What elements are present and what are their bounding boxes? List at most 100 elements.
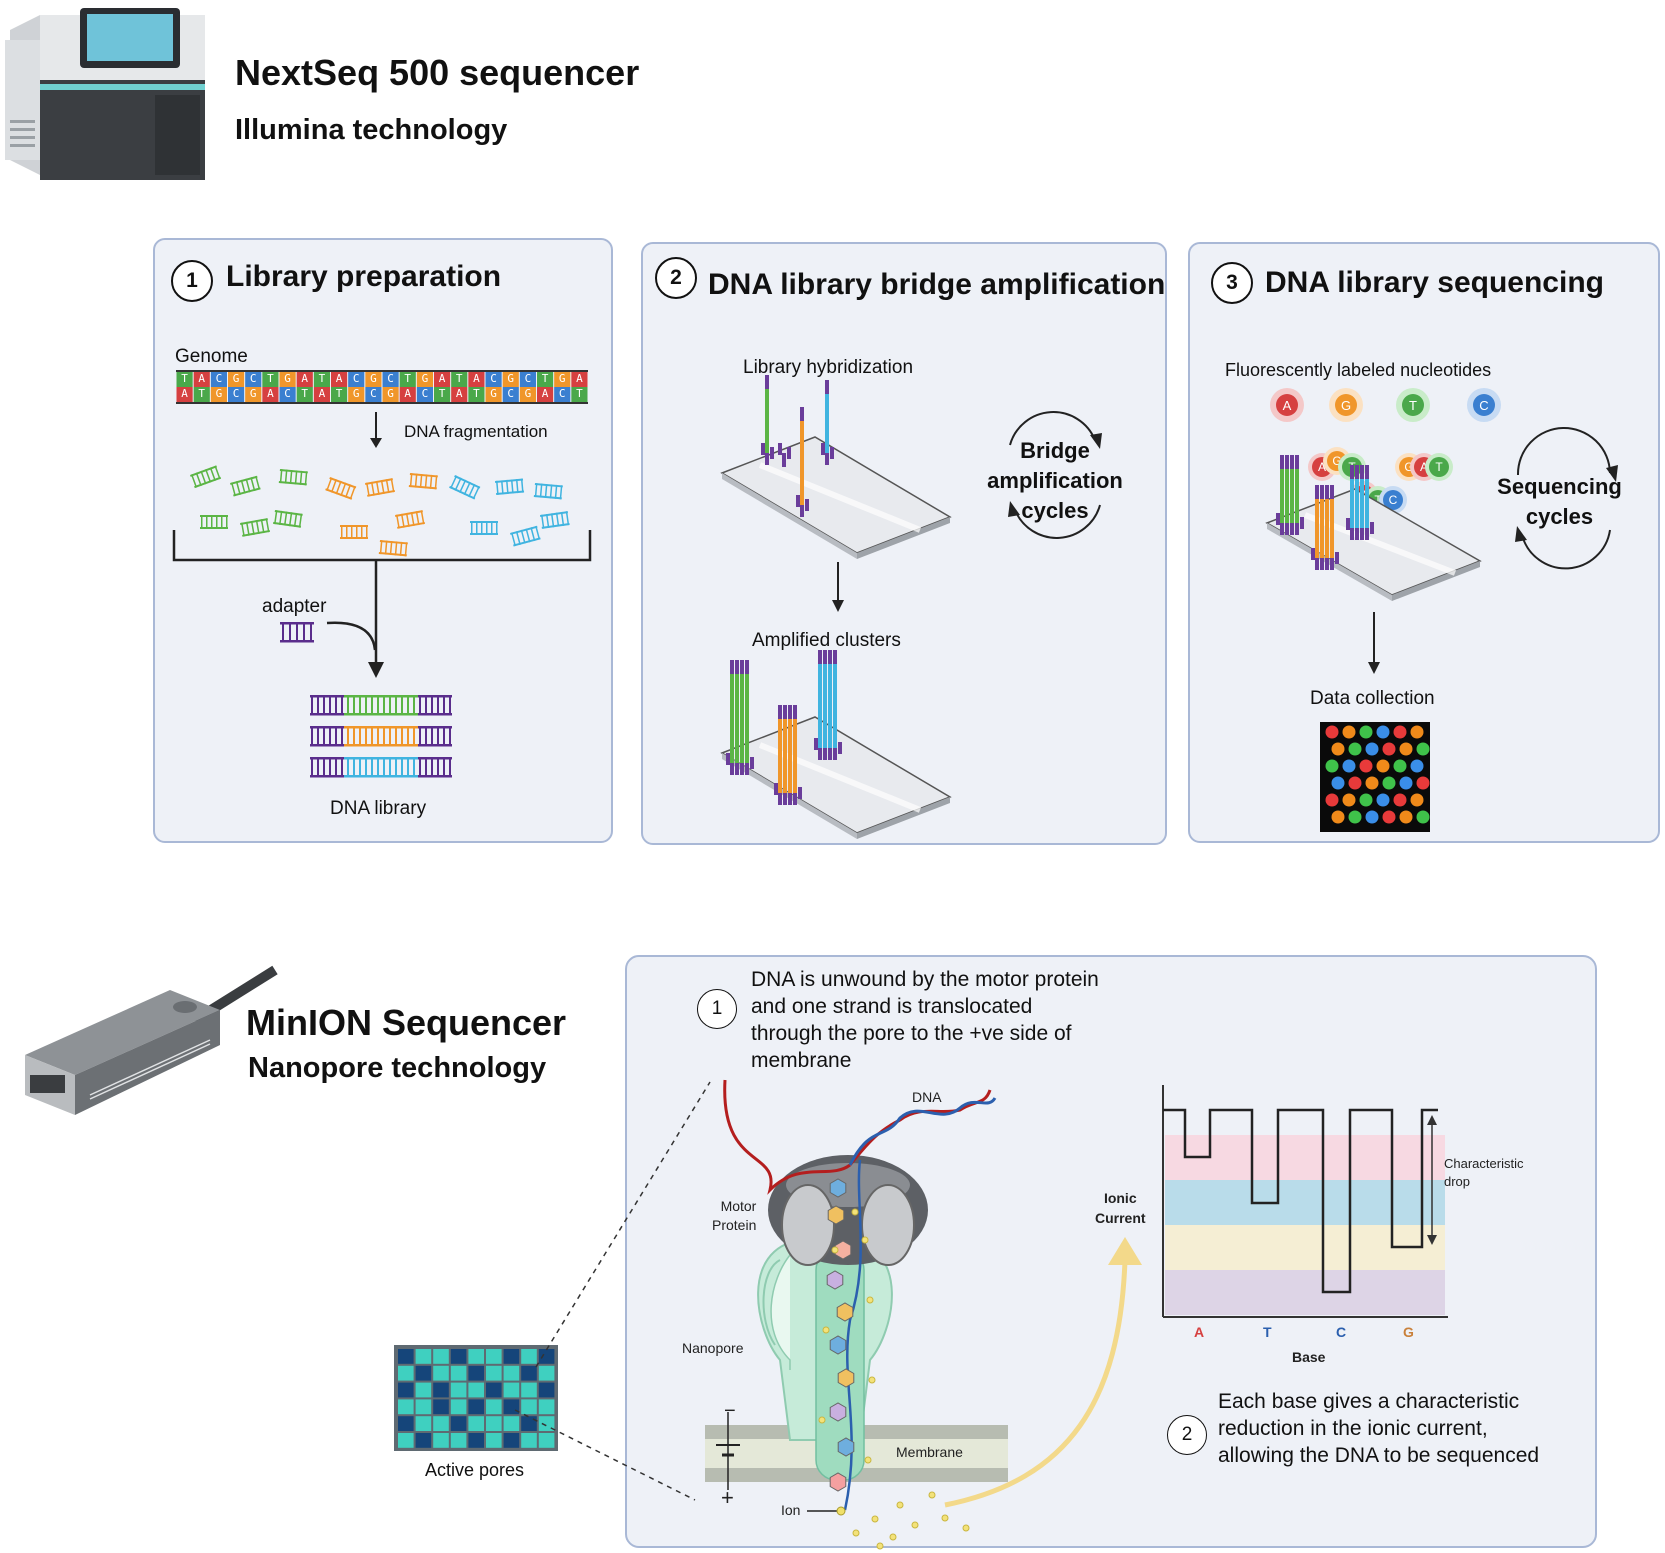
genome-letter: T [198,387,206,400]
adapter-icon [280,622,314,643]
pore-cell [433,1399,449,1415]
cluster-dot [1359,725,1373,739]
annotation-line2: drop [1444,1174,1471,1189]
step-number-1: 1 [171,260,213,302]
genome-letter: A [576,372,583,385]
base-tick-g: G [1403,1324,1414,1340]
genome-letter: A [301,372,309,385]
cluster-dot [1399,776,1413,790]
genome-letter: A [181,387,188,400]
plus-sign: + [721,1485,734,1510]
genome-base-bottom [485,387,502,402]
hybridized-strand [821,380,834,465]
genome-letter: T [301,387,309,400]
pore-cell [521,1349,537,1364]
cluster-dot [1399,810,1413,824]
dna-fragment [470,521,498,535]
genome-base-top [331,372,348,387]
cluster-dot [1331,776,1345,790]
dna-fragment [533,483,563,500]
adapter-label: adapter [262,596,327,617]
pore-cell [433,1382,449,1398]
dna-fragment [395,510,426,529]
motor-protein-label: Motor Protein [712,1197,756,1235]
genome-letter: G [558,372,566,385]
panel-3-title: DNA library sequencing [1265,266,1604,299]
genome-letter: T [473,387,480,400]
genome-base-bottom [313,387,330,402]
genome-base-top [279,372,296,387]
nucleotide-base [827,1205,845,1225]
pore-cell [398,1433,414,1448]
pore-cell [433,1365,449,1381]
pore-cell [503,1365,520,1381]
genome-letter: C [284,387,291,400]
genome-base-top [245,372,262,387]
cluster-dot [1393,793,1407,807]
pore-cell [433,1349,449,1364]
pore-cell [450,1382,467,1398]
genome-base-top [296,372,313,387]
dna-fragment [449,475,481,500]
cluster-dot [1348,742,1362,756]
pore-cell [433,1433,449,1448]
genome-base-top [416,372,433,387]
chart-annotation: Characteristic drop [1444,1155,1523,1191]
genome-letter: T [455,372,463,385]
genome-letter: T [438,387,446,400]
sequencer-machine-icon [5,8,205,180]
pore-cell [503,1416,520,1431]
motor-label-line1: Motor [720,1198,757,1214]
arrow-down-icon [370,412,382,448]
genome-strand [176,370,588,404]
dna-fragment [230,475,261,497]
dna-fragment [325,477,357,500]
nucleotide-base [826,1270,844,1290]
genome-base-bottom [468,387,485,402]
clusters-label: Amplified clusters [752,630,901,651]
pore-cell [468,1416,484,1431]
genome-letter: T [541,372,549,385]
genome-base-top [399,372,416,387]
minion-subtitle: Nanopore technology [248,1052,547,1084]
genome-letter: C [507,387,515,400]
active-pores-grid [394,1345,558,1451]
genome-base-top [176,372,193,387]
nanopore-label: Nanopore [682,1340,744,1356]
genome-letter: A [404,387,412,400]
pore-cell [503,1382,520,1398]
step-number-2: 2 [655,257,697,299]
genome-letter: C [558,387,566,400]
genome-base-bottom [434,387,451,402]
cluster-dot [1331,742,1345,756]
pore-cell [398,1399,414,1415]
annotation-line1: Characteristic [1444,1156,1524,1171]
dna-fragment [408,473,438,490]
dna-library-constructs [310,695,452,778]
cluster-dot [1382,810,1396,824]
step-1-line: DNA is unwound by the motor protein [751,968,1099,991]
bridge-cycles-label: Bridge amplification cycles [980,436,1130,526]
genome-base-bottom [228,387,245,402]
genome-base-bottom [537,387,554,402]
genome-letter: A [318,387,326,400]
cluster-dot [1359,759,1373,773]
pore-cell [521,1382,537,1398]
library-construct [310,726,452,747]
cluster-dot [1376,759,1390,773]
genome-letter: C [524,372,532,385]
cluster-dot [1342,759,1356,773]
minus-sign: − [724,1400,736,1422]
ylabel-line2: Current [1095,1210,1146,1226]
cluster-dot [1410,725,1424,739]
pore-cell [433,1416,449,1431]
genome-letter: G [215,387,223,400]
bound-nucleotide-t-icon: T [1429,457,1449,477]
cluster-dot [1382,776,1396,790]
dna-fragment [278,469,308,486]
nucleotides-label: Fluorescently labeled nucleotides [1225,360,1492,380]
step-1-line: and one strand is translocated [751,995,1033,1018]
hybridized-strand [778,443,791,467]
base-tick-a: A [1194,1324,1205,1340]
